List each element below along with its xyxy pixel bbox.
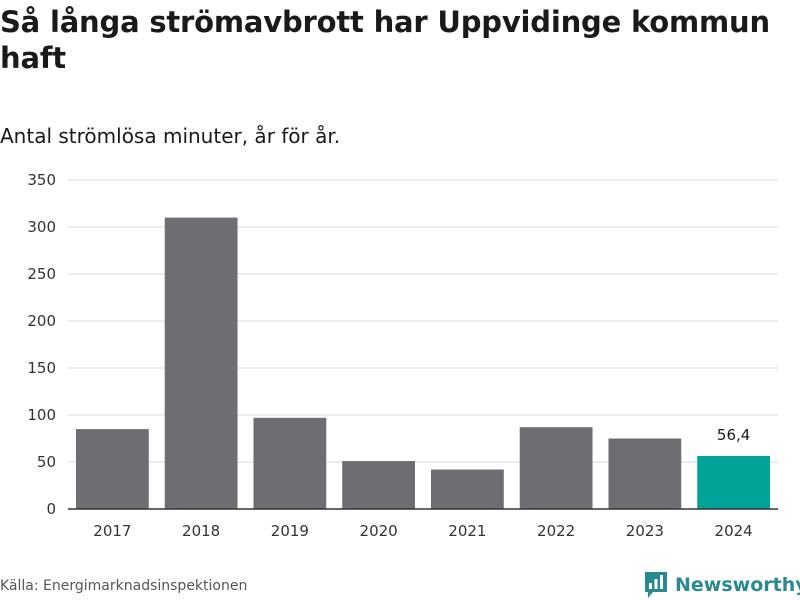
brand-logo[interactable]: Newsworthy xyxy=(644,570,800,600)
source-note: Källa: Energimarknadsinspektionen xyxy=(0,578,248,594)
bar-2022 xyxy=(519,427,593,509)
x-tick-label: 2019 xyxy=(271,522,309,540)
y-tick-label: 200 xyxy=(27,312,56,330)
x-tick-label: 2017 xyxy=(93,522,131,540)
brand-name: Newsworthy xyxy=(675,574,800,596)
y-tick-label: 250 xyxy=(27,265,56,283)
chart-title: Så långa strömavbrott har Uppvidinge kom… xyxy=(0,5,770,75)
bar-2024 xyxy=(697,455,771,509)
bar-2021 xyxy=(430,469,504,509)
x-tick-label: 2022 xyxy=(537,522,575,540)
bar-2023 xyxy=(608,438,682,509)
newsworthy-logo-icon xyxy=(645,572,667,598)
bar-2020 xyxy=(342,461,416,509)
y-tick-label: 100 xyxy=(27,406,56,424)
y-tick-label: 50 xyxy=(37,453,56,471)
y-tick-label: 150 xyxy=(27,359,56,377)
x-tick-label: 2020 xyxy=(360,522,398,540)
x-tick-label: 2018 xyxy=(182,522,220,540)
chart-subtitle: Antal strömlösa minuter, år för år. xyxy=(0,124,341,148)
bar-2019 xyxy=(253,417,327,509)
x-tick-label: 2021 xyxy=(448,522,486,540)
y-tick-label: 300 xyxy=(27,218,56,236)
x-tick-label: 2024 xyxy=(715,522,753,540)
data-label: 56,4 xyxy=(717,426,750,444)
bar-2018 xyxy=(164,217,238,509)
y-tick-label: 0 xyxy=(46,500,56,518)
bar-2017 xyxy=(75,429,149,509)
y-tick-label: 350 xyxy=(27,171,56,189)
x-tick-label: 2023 xyxy=(626,522,664,540)
